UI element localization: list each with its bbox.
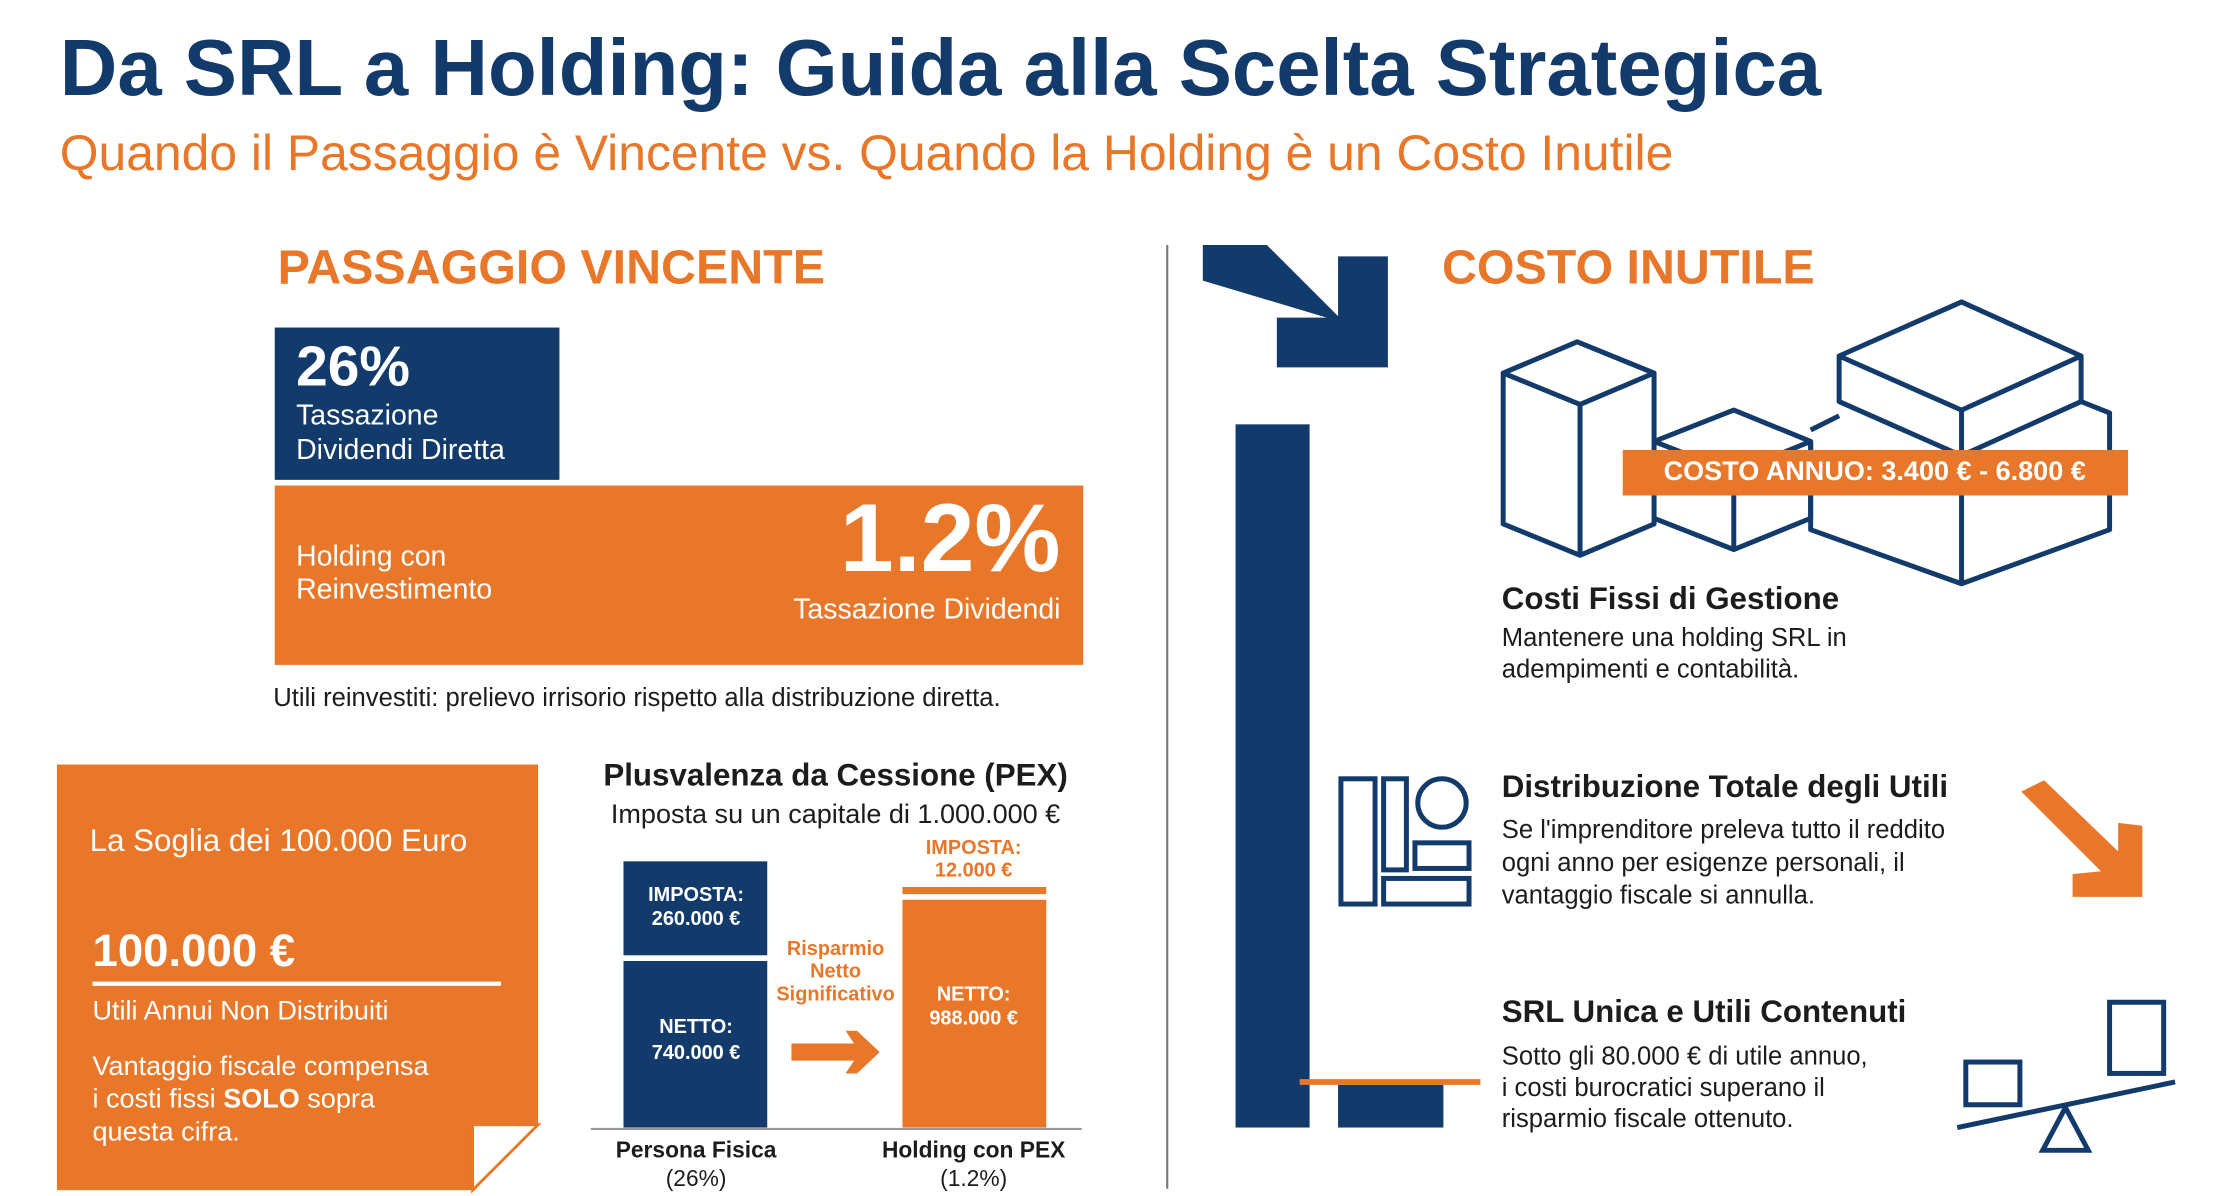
item-text: i costi burocratici superano il — [1502, 1074, 1825, 1102]
bar-label: IMPOSTA: — [648, 884, 744, 906]
direct-label: Dividendi Diretta — [296, 434, 505, 466]
threshold-amount: 100.000 € — [93, 925, 296, 976]
bar-name: Persona Fisica — [616, 1137, 777, 1163]
holding-box — [274, 485, 1084, 665]
item-text: vantaggio fiscale si annulla. — [1502, 882, 1815, 910]
threshold-card — [56, 764, 539, 1191]
cost-badge-text: COSTO ANNUO: 3.400 € - 6.800 € — [1664, 456, 2086, 486]
bar-label: NETTO: — [937, 983, 1011, 1005]
net-bar — [623, 960, 768, 1128]
bar-label: 740.000 € — [652, 1042, 741, 1064]
item-text: adempimenti e contabilità. — [1502, 655, 1800, 683]
layout-icon — [1338, 776, 1472, 907]
item-text: ogni anno per esigenze personali, il — [1502, 849, 1905, 877]
tax-bar — [902, 886, 1047, 895]
tax-bar — [623, 861, 768, 956]
threshold-title: La Soglia dei 100.000 Euro — [90, 823, 468, 858]
threshold-text: questa cifra. — [93, 1116, 240, 1146]
threshold-amount-label: Utili Annui Non Distribuiti — [93, 995, 389, 1025]
title: Da SRL a Holding: Guida alla Scelta Stra… — [60, 23, 1822, 112]
bar-label: 988.000 € — [929, 1008, 1018, 1030]
down-arrow — [1202, 244, 1388, 368]
note: Utili reinvestiti: prelievo irrisorio ri… — [273, 684, 1000, 712]
threshold-text: Vantaggio fiscale compensa — [93, 1051, 430, 1081]
bar-rate: (1.2%) — [940, 1165, 1007, 1191]
seesaw-icon — [1956, 999, 2176, 1153]
direct-box — [274, 327, 560, 480]
holding-label: Holding con — [296, 541, 446, 573]
bar-name: Holding con PEX — [882, 1137, 1065, 1163]
bar-rate: (26%) — [666, 1165, 727, 1191]
threshold-text: i costi fissi SOLO sopra — [93, 1084, 376, 1114]
text-bold: SOLO — [223, 1084, 300, 1114]
pillar-base — [1338, 1084, 1444, 1128]
holding-caption: Tassazione Dividendi — [793, 593, 1060, 625]
net-bar — [902, 899, 1047, 1128]
arrow — [791, 1030, 880, 1074]
direct-value: 26% — [296, 334, 410, 398]
direct-label: Tassazione — [296, 400, 438, 432]
item-text: Se l'imprenditore preleva tutto il reddi… — [1502, 816, 1945, 844]
down-right-arrow — [2021, 780, 2143, 897]
folded-corner — [471, 1123, 542, 1194]
pex-title: Plusvalenza da Cessione (PEX) — [603, 758, 1067, 793]
savings-label: Netto — [810, 961, 861, 983]
bar-label: NETTO: — [659, 1016, 733, 1038]
right-heading: COSTO INUTILE — [1442, 240, 1815, 294]
text-part: i costi fissi — [93, 1084, 224, 1114]
item-title: Costi Fissi di Gestione — [1502, 581, 1839, 616]
pillar — [1235, 424, 1310, 1128]
pex-subtitle: Imposta su un capitale di 1.000.000 € — [611, 799, 1060, 829]
cost-badge — [1622, 449, 2129, 496]
holding-label: Reinvestimento — [296, 573, 492, 605]
item-text: risparmio fiscale ottenuto. — [1502, 1105, 1794, 1133]
savings-label: Risparmio — [787, 938, 884, 960]
subtitle: Quando il Passaggio è Vincente vs. Quand… — [60, 125, 1674, 181]
left-heading: PASSAGGIO VINCENTE — [278, 240, 825, 294]
savings-label: Significativo — [776, 983, 894, 1005]
bar-label: 260.000 € — [652, 908, 741, 930]
bar-label: 12.000 € — [935, 860, 1013, 882]
item-text: Sotto gli 80.000 € di utile annuo, — [1502, 1043, 1868, 1071]
item-title: Distribuzione Totale degli Utili — [1502, 769, 1948, 804]
item-title: SRL Unica e Utili Contenuti — [1502, 994, 1907, 1029]
item-text: Mantenere una holding SRL in — [1502, 624, 1847, 652]
text-part: sopra — [300, 1084, 376, 1114]
bar-label: IMPOSTA: — [926, 837, 1022, 859]
holding-value: 1.2% — [840, 483, 1061, 592]
